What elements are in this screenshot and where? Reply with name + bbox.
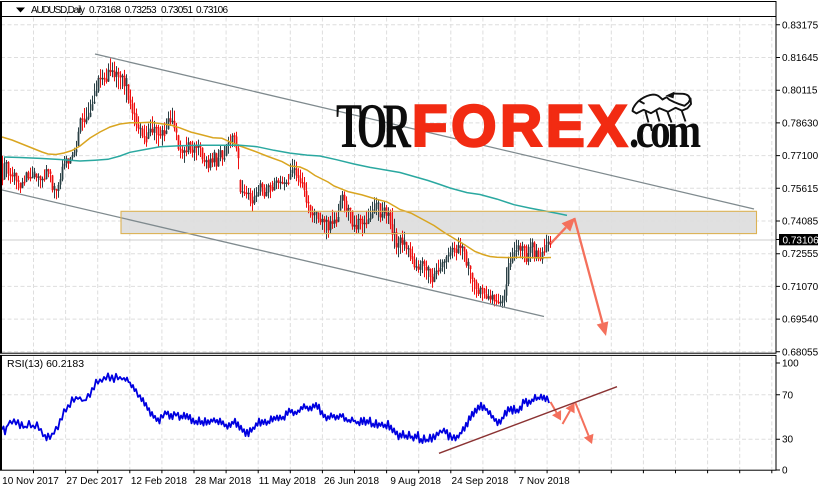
svg-text:0.69540: 0.69540 <box>782 315 819 326</box>
svg-text:30: 30 <box>782 435 794 446</box>
svg-text:12 Feb 2018: 12 Feb 2018 <box>131 476 188 487</box>
svg-text:0.75615: 0.75615 <box>782 184 819 195</box>
svg-text:0.78630: 0.78630 <box>782 118 819 129</box>
svg-text:0.74085: 0.74085 <box>782 217 819 228</box>
svg-text:TOR: TOR <box>336 92 412 162</box>
svg-text:AUDUSD,Daily: AUDUSD,Daily <box>31 5 85 16</box>
svg-text:26 Jun 2018: 26 Jun 2018 <box>324 476 379 487</box>
svg-text:10 Nov 2017: 10 Nov 2017 <box>2 476 59 487</box>
svg-text:11 May 2018: 11 May 2018 <box>259 476 317 487</box>
svg-text:0.83175: 0.83175 <box>782 20 819 31</box>
svg-text:100: 100 <box>782 359 799 370</box>
svg-text:RSI(13) 60.2183: RSI(13) 60.2183 <box>7 358 84 370</box>
svg-text:70: 70 <box>782 390 794 401</box>
svg-text:24 Sep 2018: 24 Sep 2018 <box>452 476 509 487</box>
svg-text:0.77100: 0.77100 <box>782 151 819 162</box>
svg-text:9 Aug 2018: 9 Aug 2018 <box>390 476 441 487</box>
svg-text:0.71070: 0.71070 <box>782 282 819 293</box>
svg-text:0.73106: 0.73106 <box>783 235 819 246</box>
svg-text:0.72555: 0.72555 <box>782 249 819 260</box>
svg-text:28 Mar 2018: 28 Mar 2018 <box>195 476 252 487</box>
svg-text:7 Nov 2018: 7 Nov 2018 <box>519 476 571 487</box>
svg-text:0.80115: 0.80115 <box>782 86 818 97</box>
svg-text:27 Dec 2017: 27 Dec 2017 <box>66 476 123 487</box>
svg-text:0: 0 <box>782 466 788 477</box>
svg-text:FOREX: FOREX <box>412 94 627 159</box>
svg-text:0.81645: 0.81645 <box>782 53 819 64</box>
svg-text:0.68055: 0.68055 <box>782 347 819 358</box>
